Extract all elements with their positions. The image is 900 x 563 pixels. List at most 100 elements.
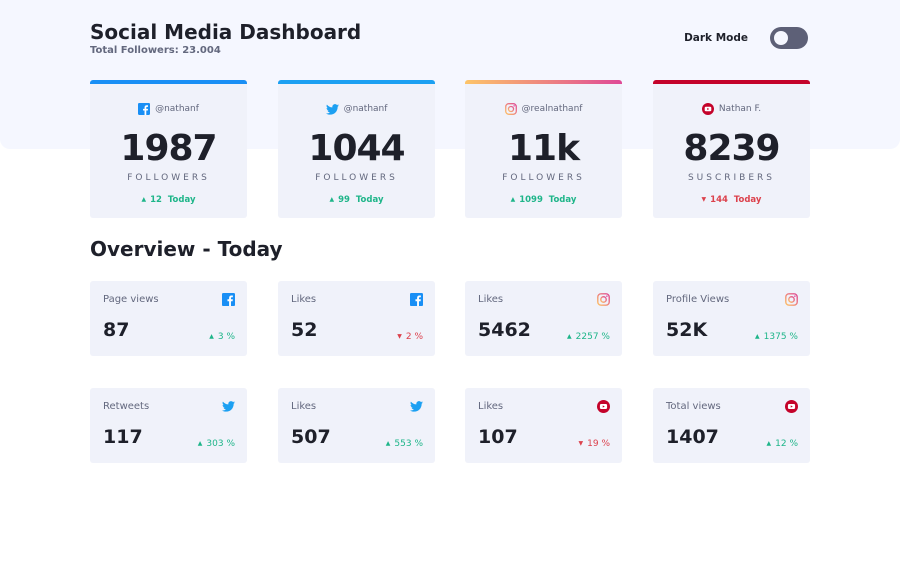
overview-change-value: 303 % xyxy=(206,439,235,449)
dark-mode-label: Dark Mode xyxy=(684,32,748,44)
arrow-up-icon: ▲ xyxy=(510,196,516,203)
overview-card-instagram-profile-views[interactable]: Profile Views 52K ▲ 1375 % xyxy=(653,281,810,356)
page-title: Social Media Dashboard xyxy=(90,20,362,44)
card-change-value: 99 xyxy=(338,195,350,205)
overview-change-value: 2257 % xyxy=(575,332,610,342)
overview-change: ▲ 553 % xyxy=(386,439,423,449)
facebook-icon xyxy=(138,103,150,115)
overview-change-value: 12 % xyxy=(775,439,798,449)
card-label: FOLLOWERS xyxy=(127,173,210,183)
card-count: 1987 xyxy=(120,128,217,169)
card-youtube[interactable]: Nathan F. 8239 SUSCRIBERS ▼ 144 Today xyxy=(653,80,810,218)
arrow-up-icon: ▲ xyxy=(141,196,147,203)
arrow-down-icon: ▼ xyxy=(397,333,402,340)
card-count: 1044 xyxy=(308,128,405,169)
dark-mode-control[interactable]: Dark Mode xyxy=(684,27,808,49)
card-facebook[interactable]: @nathanf 1987 FOLLOWERS ▲ 12 Today xyxy=(90,80,247,218)
overview-change-value: 19 % xyxy=(587,439,610,449)
facebook-icon xyxy=(222,293,235,306)
card-handle-text: @nathanf xyxy=(155,104,199,114)
overview-value: 87 xyxy=(103,319,130,341)
overview-label: Retweets xyxy=(103,401,150,412)
instagram-icon xyxy=(597,293,610,306)
arrow-down-icon: ▼ xyxy=(578,440,584,447)
card-handle: @nathanf xyxy=(90,102,247,116)
card-handle-text: @realnathanf xyxy=(521,104,583,114)
card-top-bar xyxy=(90,80,247,84)
overview-label: Profile Views xyxy=(666,294,730,305)
overview-label: Likes xyxy=(478,401,504,412)
overview-change-value: 553 % xyxy=(394,439,423,449)
overview-card-youtube-likes[interactable]: Likes 107 ▼ 19 % xyxy=(465,388,622,463)
overview-value: 107 xyxy=(478,426,518,448)
overview-card-facebook-page-views[interactable]: Page views 87 ▲ 3 % xyxy=(90,281,247,356)
arrow-up-icon: ▲ xyxy=(329,196,335,203)
total-followers: Total Followers: 23.004 xyxy=(90,45,221,56)
card-label: SUSCRIBERS xyxy=(687,173,776,183)
arrow-up-icon: ▲ xyxy=(197,440,203,447)
card-twitter[interactable]: @nathanf 1044 FOLLOWERS ▲ 99 Today xyxy=(278,80,435,218)
card-handle: @realnathanf xyxy=(465,102,622,116)
dashboard-header: Social Media Dashboard Total Followers: … xyxy=(90,20,808,60)
card-handle: @nathanf xyxy=(278,102,435,116)
card-instagram[interactable]: @realnathanf 11k FOLLOWERS ▲ 1099 Today xyxy=(465,80,622,218)
card-today: Today xyxy=(733,195,762,205)
overview-label: Page views xyxy=(103,294,159,305)
twitter-icon xyxy=(222,400,235,413)
card-change: ▲ 12 Today xyxy=(90,195,247,205)
card-top-bar xyxy=(278,80,435,84)
overview-change: ▲ 303 % xyxy=(198,439,235,449)
overview-card-twitter-likes[interactable]: Likes 507 ▲ 553 % xyxy=(278,388,435,463)
card-change: ▲ 99 Today xyxy=(278,195,435,205)
overview-change: ▲ 12 % xyxy=(767,439,799,449)
overview-card-twitter-retweets[interactable]: Retweets 117 ▲ 303 % xyxy=(90,388,247,463)
overview-change: ▼ 19 % xyxy=(579,439,611,449)
instagram-icon xyxy=(785,293,798,306)
card-change-value: 144 xyxy=(710,195,728,205)
overview-card-instagram-likes[interactable]: Likes 5462 ▲ 2257 % xyxy=(465,281,622,356)
toggle-knob xyxy=(774,31,788,45)
card-handle-text: Nathan F. xyxy=(718,104,762,114)
youtube-icon xyxy=(785,400,798,413)
overview-value: 507 xyxy=(291,426,331,448)
card-top-bar xyxy=(653,80,810,84)
overview-label: Likes xyxy=(291,294,317,305)
card-change: ▼ 144 Today xyxy=(653,195,810,205)
card-top-bar xyxy=(465,80,622,84)
overview-value: 1407 xyxy=(666,426,719,448)
dark-mode-toggle[interactable] xyxy=(770,27,808,49)
overview-value: 5462 xyxy=(478,319,531,341)
arrow-up-icon: ▲ xyxy=(567,333,572,340)
card-today: Today xyxy=(548,195,577,205)
overview-title: Overview - Today xyxy=(90,237,283,261)
overview-change: ▼ 2 % xyxy=(397,332,423,342)
facebook-icon xyxy=(410,293,423,306)
overview-value: 52K xyxy=(666,319,708,341)
overview-value: 117 xyxy=(103,426,143,448)
twitter-icon xyxy=(410,400,423,413)
youtube-icon xyxy=(702,103,714,115)
arrow-up-icon: ▲ xyxy=(209,333,214,340)
arrow-up-icon: ▲ xyxy=(755,333,760,340)
twitter-icon xyxy=(326,104,339,115)
arrow-up-icon: ▲ xyxy=(385,440,391,447)
overview-change-value: 3 % xyxy=(217,332,235,342)
card-handle: Nathan F. xyxy=(653,102,810,116)
card-count: 8239 xyxy=(683,128,780,169)
card-today: Today xyxy=(355,195,384,205)
overview-card-youtube-total-views[interactable]: Total views 1407 ▲ 12 % xyxy=(653,388,810,463)
overview-card-facebook-likes[interactable]: Likes 52 ▼ 2 % xyxy=(278,281,435,356)
overview-change-value: 2 % xyxy=(405,332,423,342)
card-label: FOLLOWERS xyxy=(502,173,585,183)
overview-change: ▲ 2257 % xyxy=(567,332,610,342)
overview-label: Likes xyxy=(291,401,317,412)
card-change: ▲ 1099 Today xyxy=(465,195,622,205)
card-today: Today xyxy=(167,195,196,205)
overview-change: ▲ 1375 % xyxy=(755,332,798,342)
overview-label: Likes xyxy=(478,294,504,305)
arrow-up-icon: ▲ xyxy=(766,440,772,447)
overview-label: Total views xyxy=(666,401,721,412)
overview-change-value: 1375 % xyxy=(763,332,798,342)
card-count: 11k xyxy=(507,128,580,169)
card-change-value: 1099 xyxy=(519,195,543,205)
